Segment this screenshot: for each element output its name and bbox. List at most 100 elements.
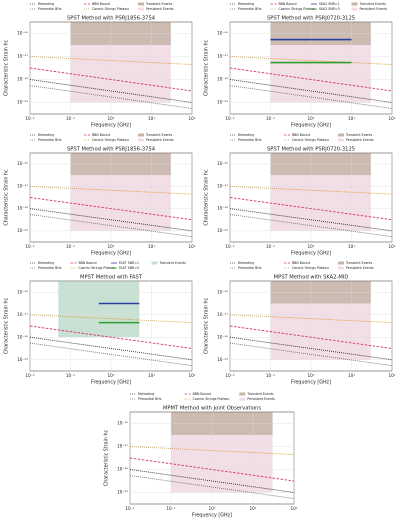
x-tick-label: 10⁻² (225, 373, 235, 378)
y-tick-label: 10⁻¹⁵ (217, 31, 228, 36)
series-line (29, 197, 193, 221)
series-line (29, 342, 193, 367)
y-tick-label: 10⁻²¹ (117, 490, 128, 495)
y-axis-label: Characteristic Strain hc (4, 39, 10, 96)
legend-swatch (239, 397, 246, 401)
x-tick-label: 10⁻¹ (166, 506, 176, 511)
y-tick-label: 10⁻¹⁹ (217, 77, 228, 82)
x-tick-label: 10⁻² (25, 244, 35, 249)
y-tick-label: 10⁻²¹ (17, 100, 28, 105)
legend-label: Persistent Events (346, 266, 374, 270)
y-tick-label: 10⁻¹⁷ (17, 54, 28, 59)
y-axis-label: Characteristic Strain hc (204, 169, 210, 226)
y-tick-label: 10⁻²¹ (17, 357, 28, 362)
y-axis-label: Characteristic Strain hc (104, 429, 110, 486)
x-tick-label: 10⁰ (107, 116, 114, 121)
chart-title: SPST Method with PSRJ1856-3754 (67, 147, 156, 153)
legend-label: Cosmic Strings Plateau (279, 7, 316, 11)
legend-label: Transient Events (345, 261, 373, 265)
x-tick-label: 10⁻¹ (66, 244, 76, 249)
y-axis-label: Characteristic Strain hc (4, 169, 10, 226)
x-tick-label: 10⁰ (107, 244, 114, 249)
x-axis-label: Frequency [GHz] (91, 251, 131, 257)
legend-label: BBN Bound (92, 133, 110, 137)
x-tick-label: 10¹ (348, 373, 355, 378)
chart-title: SPST Method with PSRJ0720-3125 (267, 147, 355, 153)
series-line (29, 336, 193, 361)
legend-swatch (351, 7, 358, 11)
y-tick-label: 10⁻²¹ (217, 228, 228, 233)
x-axis-label: Frequency [GHz] (291, 251, 331, 257)
y-axis-label: Characteristic Strain hc (4, 297, 10, 354)
y-tick-label: 10⁻²¹ (17, 228, 28, 233)
legend-label: Persistent Events (360, 7, 388, 11)
x-tick-label: 10⁰ (307, 373, 314, 378)
legend-label: Reheating (138, 392, 154, 396)
x-tick-label: 10² (188, 244, 195, 249)
y-tick-label: 10⁻¹⁷ (217, 183, 228, 188)
x-tick-label: 10⁰ (208, 506, 215, 511)
y-tick-label: 10⁻¹⁹ (117, 467, 128, 472)
legend-label: Cosmic Strings Plateau (193, 397, 230, 401)
x-axis-label: Frequency [GHz] (291, 123, 331, 129)
x-tick-label: 10² (388, 116, 395, 121)
series-line (129, 446, 295, 455)
legend-label: Cosmic Strings Plateau (92, 7, 129, 11)
y-tick-label: 10⁻¹⁵ (17, 161, 28, 166)
legend-label: Primordial BHs (38, 7, 62, 11)
legend-label: Persistent Events (146, 7, 174, 11)
x-tick-label: 10² (388, 373, 395, 378)
series-line (29, 325, 193, 349)
series-line (129, 475, 295, 499)
legend-swatch (138, 2, 144, 6)
y-tick-label: 10⁻¹⁵ (217, 289, 228, 294)
x-tick-label: 10⁻² (225, 244, 235, 249)
x-axis-label: Frequency [GHz] (91, 123, 131, 129)
x-axis-label: Frequency [GHz] (291, 380, 331, 386)
legend-label: Cosmic Strings Plateau (92, 138, 129, 142)
legend-label: Primordial BHs (38, 138, 62, 142)
series-line (229, 85, 393, 109)
legend-swatch (338, 261, 344, 265)
region (70, 45, 171, 103)
legend-label: Primordial BHs (138, 397, 162, 401)
x-tick-label: 10² (388, 244, 395, 249)
series-line (229, 208, 393, 232)
legend-label: Primordial BHs (38, 266, 62, 270)
chart-title: SPST Method with PSRJ0720-3125 (267, 16, 355, 22)
legend-swatch (138, 138, 144, 142)
legend-label: Cosmic Strings Plateau (292, 266, 329, 270)
legend-label: BBN Bound (292, 261, 310, 265)
y-tick-label: 10⁻¹⁵ (117, 421, 128, 426)
y-tick-label: 10⁻¹⁷ (217, 54, 228, 59)
x-tick-label: 10⁻² (25, 373, 35, 378)
chart-title: SPST Method with PSRJ1856-3754 (67, 16, 156, 22)
x-tick-label: 10¹ (148, 116, 155, 121)
x-tick-label: 10⁻¹ (266, 244, 276, 249)
y-tick-label: 10⁻¹⁹ (217, 206, 228, 211)
legend-label: Transient Events (345, 133, 373, 137)
legend-swatch (351, 2, 358, 6)
legend-label: Transient Events (145, 133, 173, 137)
x-axis-label: Frequency [GHz] (192, 513, 232, 519)
legend-label: Primordial BHs (238, 138, 262, 142)
series-line (129, 457, 295, 482)
legend-swatch (138, 133, 144, 137)
x-tick-label: 10⁻² (125, 506, 135, 511)
chart-title: MPST Method with SKA2-MID (274, 275, 349, 281)
legend-label: BBN Bound (193, 392, 211, 396)
y-tick-label: 10⁻¹⁹ (217, 334, 228, 339)
x-tick-label: 10¹ (348, 244, 355, 249)
y-tick-label: 10⁻¹⁷ (17, 312, 28, 317)
legend-swatch (138, 7, 144, 11)
x-tick-label: 10⁻² (225, 116, 235, 121)
legend-label: Cosmic Strings Plateau (79, 266, 116, 270)
legend-swatch (338, 133, 344, 137)
legend-label: Reheating (38, 2, 54, 6)
legend-label: BBN Bound (79, 261, 97, 265)
y-tick-label: 10⁻²¹ (217, 100, 228, 105)
series-line (229, 342, 393, 367)
legend-label: Reheating (238, 133, 254, 137)
x-tick-label: 10⁻¹ (66, 373, 76, 378)
